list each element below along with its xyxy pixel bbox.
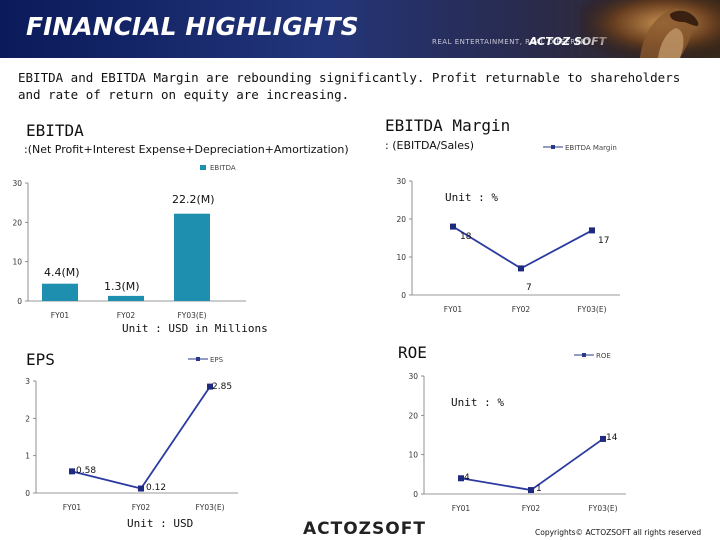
ebitda-ytick-label: 30 [12,179,22,188]
roe-series-line [460,438,604,492]
ebitda-title: EBITDA [26,121,84,140]
roe-xtick-label: FY02 [522,504,541,513]
eps-data-label: 0.12 [146,483,166,493]
roe-title: ROE [398,343,427,362]
margin-xtick-label: FY02 [512,305,531,314]
ebitda-margin-unit: Unit : % [445,191,498,204]
eps-point [69,468,75,475]
ebitda-ytick-label: 10 [12,258,22,267]
margin-point [589,227,595,234]
margin-xtick-label: FY01 [444,305,463,314]
margin-legend-marker [551,145,555,149]
ebitda-legend-swatch [200,165,206,170]
eps-legend-marker [196,357,200,361]
ebitda-bar [174,213,210,301]
ebitda-xtick-label: FY01 [51,311,70,320]
eps-ytick-label: 2 [25,414,30,423]
ebitda-subtitle: :(Net Profit+Interest Expense+Depreciati… [24,143,349,156]
roe-xtick-label: FY01 [452,504,471,513]
margin-data-label: 18 [460,232,472,242]
roe-xtick-label: FY03(E) [588,504,617,513]
roe-ytick-label: 30 [408,372,418,381]
roe-legend-marker [582,353,586,357]
ebitda-ytick-label: 20 [12,218,22,227]
ebitda-data-label: 22.2(M) [172,193,215,206]
roe-point [600,435,606,442]
roe-point [458,475,464,482]
header-tagline: REAL ENTERTAINMENT, REAL DIFFERENT [432,38,592,46]
ebitda-xtick-label: FY02 [117,311,136,320]
copyright-text: Copyrights© ACTOZSOFT all rights reserve… [535,528,702,537]
ebitda-bar [42,283,78,301]
margin-ytick-label: 30 [396,177,406,186]
eps-point [138,485,144,492]
ebitda-unit: Unit : USD in Millions [122,322,268,335]
margin-point [518,265,524,272]
intro-text: EBITDA and EBITDA Margin are rebounding … [18,70,681,102]
margin-data-label: 17 [598,236,609,246]
roe-data-label: 1 [536,484,542,494]
ebitda-margin-subtitle: : (EBITDA/Sales) [385,139,475,152]
margin-ytick-label: 0 [401,291,406,300]
roe-legend-label: ROE [596,352,611,360]
margin-xtick-label: FY03(E) [577,305,606,314]
header-banner: FINANCIAL HIGHLIGHTS REAL ENTERTAINMENT,… [0,0,720,58]
ebitda-legend-label: EBITDA [210,164,236,172]
roe-data-label: 4 [464,473,470,483]
eps-legend-label: EPS [210,356,224,364]
eps-ytick-label: 0 [25,489,30,498]
footer-logo: ACTOZSOFT [303,519,426,539]
roe-data-label: 14 [606,433,618,443]
margin-series-line [452,225,593,270]
eps-point [207,383,213,390]
eps-ytick-label: 3 [25,377,30,386]
roe-ytick-label: 20 [408,411,418,420]
ebitda-margin-title: EBITDA Margin [385,116,511,135]
roe-ytick-label: 10 [408,451,418,460]
page-title: FINANCIAL HIGHLIGHTS [26,12,359,41]
margin-ytick-label: 20 [396,215,406,224]
margin-legend-label: EBITDA Margin [565,144,617,152]
eps-unit: Unit : USD [127,517,194,530]
margin-ytick-label: 10 [396,253,406,262]
eps-xtick-label: FY02 [132,503,151,512]
margin-data-label: 7 [526,283,532,293]
ebitda-ytick-label: 0 [17,297,22,306]
ebitda-bar [108,295,144,301]
ebitda-data-label: 1.3(M) [104,280,140,293]
eps-xtick-label: FY01 [63,503,82,512]
roe-ytick-label: 0 [413,490,418,499]
ebitda-xtick-label: FY03(E) [177,311,206,320]
margin-point [450,223,456,230]
ebitda-data-label: 4.4(M) [44,266,80,279]
eps-data-label: 2.85 [212,382,232,392]
eps-xtick-label: FY03(E) [195,503,224,512]
roe-point [528,487,534,494]
eps-title: EPS [26,350,55,369]
eps-ytick-label: 1 [25,452,30,461]
eps-data-label: 0.58 [76,466,96,476]
character-artwork-icon [580,0,720,58]
roe-unit: Unit : % [451,396,504,409]
